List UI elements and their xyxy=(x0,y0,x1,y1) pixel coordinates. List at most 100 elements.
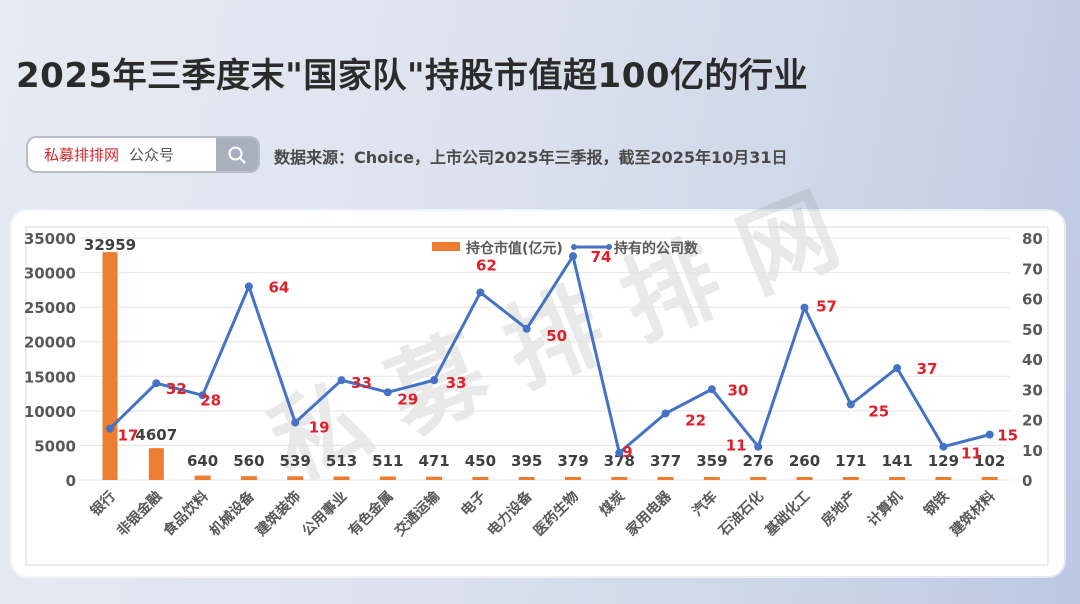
bar-value-label: 560 xyxy=(233,452,264,470)
line-marker[interactable] xyxy=(522,324,531,333)
line-value-label: 33 xyxy=(351,374,372,392)
x-category-label: 基础化工 xyxy=(762,488,814,540)
legend-swatch-bar xyxy=(432,242,460,251)
bar[interactable] xyxy=(842,477,859,480)
line-marker[interactable] xyxy=(337,376,346,385)
left-axis-tick: 0 xyxy=(66,472,76,490)
bar[interactable] xyxy=(426,476,443,480)
search-box[interactable]: 私募排排网 公众号 xyxy=(26,136,260,173)
line-marker[interactable] xyxy=(569,252,577,261)
x-category-label: 钢铁 xyxy=(920,488,952,520)
line-marker[interactable] xyxy=(800,303,809,312)
line-marker[interactable] xyxy=(383,388,392,397)
x-category-label: 有色金属 xyxy=(345,488,397,540)
bar[interactable] xyxy=(194,475,211,480)
bar[interactable] xyxy=(472,476,489,480)
brand-name: 私募排排网 xyxy=(44,146,120,164)
search-icon xyxy=(228,146,246,163)
bar-value-label: 4607 xyxy=(135,426,177,444)
left-axis-tick: 5000 xyxy=(34,437,76,455)
bar-value-label: 102 xyxy=(974,452,1005,470)
line-value-label: 50 xyxy=(546,327,567,345)
line-marker[interactable] xyxy=(476,288,485,297)
line-marker[interactable] xyxy=(291,418,300,427)
bar[interactable] xyxy=(102,252,118,480)
left-axis-tick: 15000 xyxy=(24,368,76,386)
line-value-label: 64 xyxy=(268,278,289,296)
x-category-label: 电子 xyxy=(457,488,489,520)
line-value-label: 33 xyxy=(446,374,467,392)
line-marker[interactable] xyxy=(152,379,161,388)
bar-value-label: 379 xyxy=(557,452,588,470)
left-axis-tick: 35000 xyxy=(24,230,76,248)
bar[interactable] xyxy=(287,476,304,480)
bar-value-label: 377 xyxy=(650,452,681,470)
search-field[interactable]: 私募排排网 公众号 xyxy=(28,138,216,171)
x-category-label: 建筑材料 xyxy=(947,488,999,540)
bar[interactable] xyxy=(379,476,396,480)
bar[interactable] xyxy=(935,477,952,480)
bar[interactable] xyxy=(657,477,674,480)
line-marker[interactable] xyxy=(198,391,207,400)
line-marker[interactable] xyxy=(893,364,902,373)
right-axis-tick: 50 xyxy=(1022,321,1043,339)
right-axis-tick: 60 xyxy=(1022,291,1043,309)
bar-value-label: 378 xyxy=(604,452,635,470)
x-category-label: 医药生物 xyxy=(530,488,582,540)
bar[interactable] xyxy=(518,477,535,480)
line-marker[interactable] xyxy=(244,282,253,291)
line-value-label: 30 xyxy=(727,381,748,399)
left-axis-tick: 20000 xyxy=(24,334,76,352)
legend-marker xyxy=(571,244,577,250)
bar[interactable] xyxy=(703,477,720,480)
line-value-label: 19 xyxy=(309,419,330,437)
bar[interactable] xyxy=(611,477,628,480)
right-axis-tick: 0 xyxy=(1022,472,1032,490)
line-value-label: 11 xyxy=(961,445,982,463)
line-marker[interactable] xyxy=(707,385,716,394)
bar-value-label: 276 xyxy=(743,452,774,470)
x-category-label: 机械设备 xyxy=(206,487,258,539)
right-axis-tick: 30 xyxy=(1022,381,1043,399)
bar-value-label: 395 xyxy=(511,452,542,470)
bar[interactable] xyxy=(796,477,813,480)
line-marker[interactable] xyxy=(615,448,624,457)
line-marker[interactable] xyxy=(430,376,439,385)
line-marker[interactable] xyxy=(985,430,994,439)
bar-value-label: 511 xyxy=(372,452,403,470)
line-value-label: 74 xyxy=(591,248,612,266)
line-series xyxy=(108,254,991,455)
right-axis-tick: 70 xyxy=(1022,260,1043,278)
line-value-label: 62 xyxy=(476,256,497,274)
bar-value-label: 359 xyxy=(696,452,727,470)
line-value-label: 11 xyxy=(726,437,747,455)
line-marker[interactable] xyxy=(106,424,114,433)
line-marker[interactable] xyxy=(661,409,670,418)
bar-value-label: 539 xyxy=(280,452,311,470)
bar-value-label: 141 xyxy=(881,452,912,470)
right-axis-tick: 10 xyxy=(1022,442,1043,460)
search-button[interactable] xyxy=(216,138,258,171)
legend-marker xyxy=(606,244,612,250)
line-value-label: 32 xyxy=(166,380,187,398)
line-marker[interactable] xyxy=(754,442,763,451)
x-category-label: 非银金融 xyxy=(114,488,166,540)
bar[interactable] xyxy=(981,477,998,480)
x-category-label: 公用事业 xyxy=(299,488,351,540)
line-value-label: 22 xyxy=(685,411,706,429)
legend-label-line: 持有的公司数 xyxy=(614,240,699,257)
bar[interactable] xyxy=(750,477,767,480)
page-title: 2025年三季度末"国家队"持股市值超100亿的行业 xyxy=(16,56,809,96)
bar[interactable] xyxy=(565,477,581,480)
line-marker[interactable] xyxy=(939,442,948,451)
bar[interactable] xyxy=(333,476,350,480)
line-marker[interactable] xyxy=(846,400,855,409)
x-category-label: 食品饮料 xyxy=(160,488,212,540)
bar[interactable] xyxy=(889,477,906,480)
bar[interactable] xyxy=(148,448,164,480)
x-category-label: 银行 xyxy=(87,488,119,520)
x-category-label: 汽车 xyxy=(689,488,721,520)
bar[interactable] xyxy=(240,476,257,480)
bar-value-label: 513 xyxy=(326,452,357,470)
